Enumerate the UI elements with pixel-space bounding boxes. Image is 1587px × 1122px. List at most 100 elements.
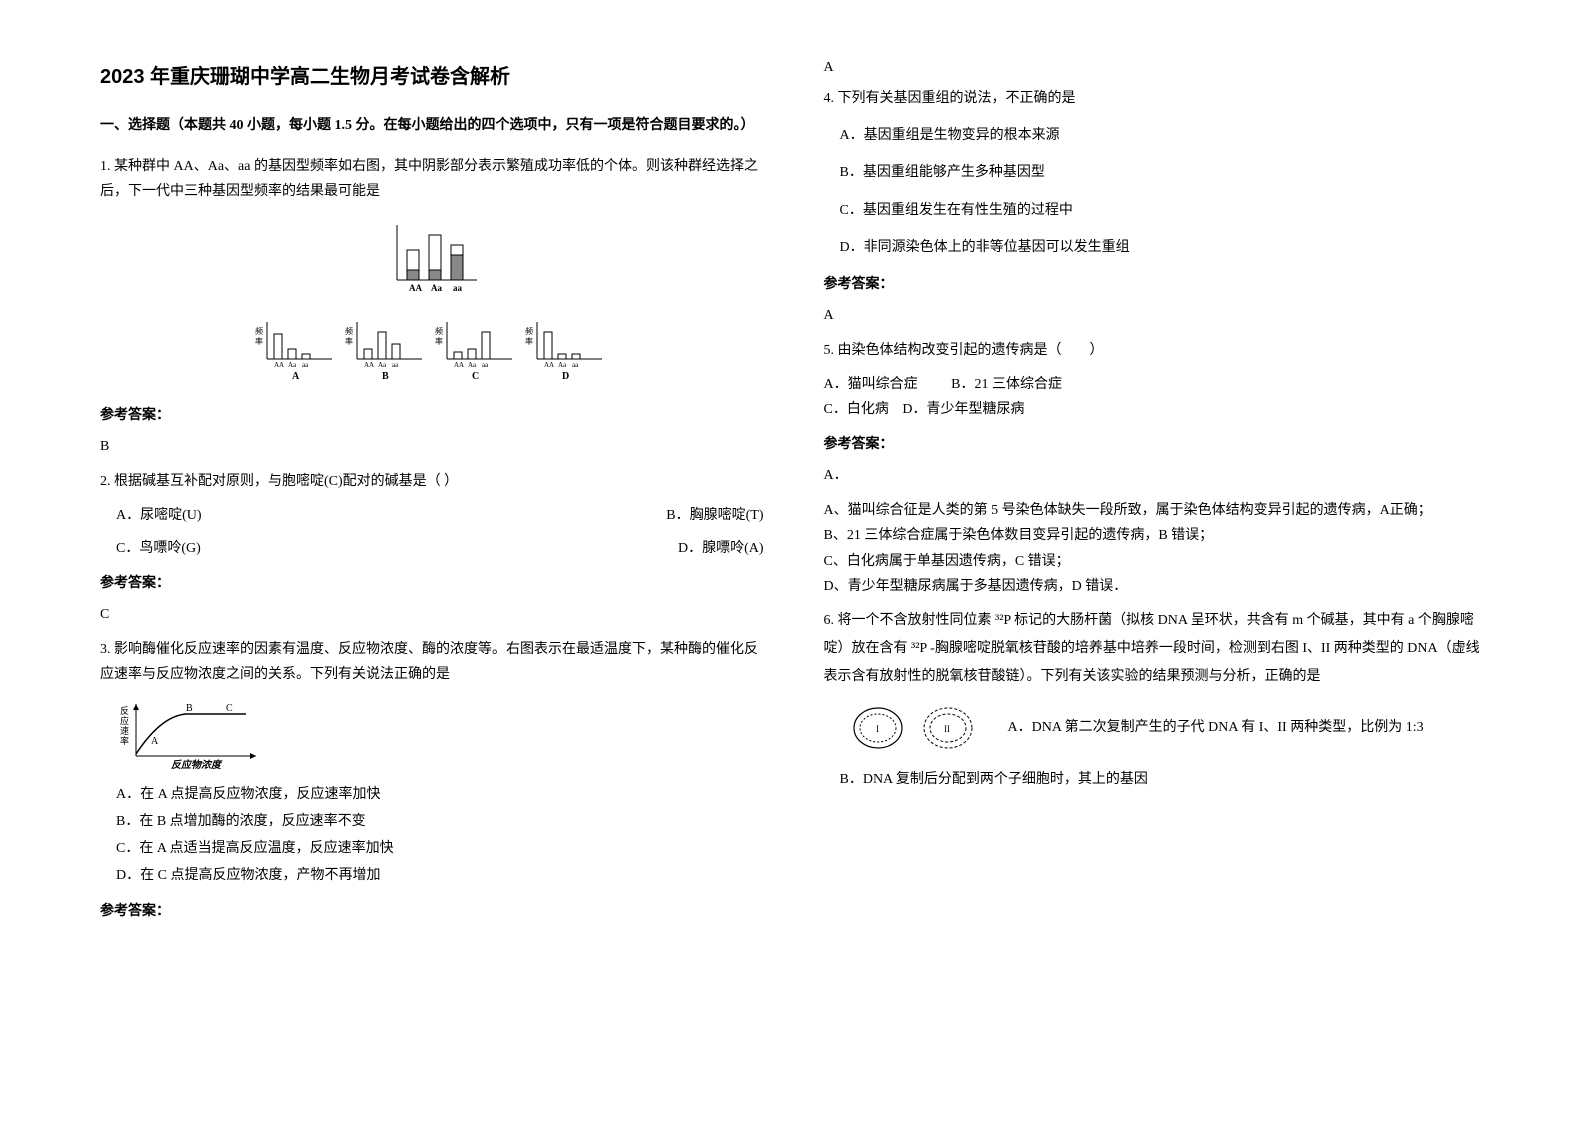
question-1: 1. 某种群中 AA、Aa、aa 的基因型频率如右图，其中阴影部分表示繁殖成功率… [100,154,764,459]
svg-text:反: 反 [120,706,129,716]
q2-opt-d: D．腺嘌呤(A) [678,536,764,561]
svg-text:B: B [186,703,193,714]
q3-opt-c: C．在 A 点适当提高反应温度，反应速率加快 [100,836,764,861]
svg-text:aa: aa [302,361,309,369]
svg-text:AA: AA [409,283,422,293]
svg-text:率: 率 [120,735,129,746]
q4-opt-c: C．基因重组发生在有性生殖的过程中 [840,198,1488,223]
q3-curve: A B C 反 应 速 率 反应物浓度 [116,696,266,771]
q1-answer-label: 参考答案： [100,403,764,428]
q5-answer-label: 参考答案： [824,432,1488,457]
q5-explain-c: C、白化病属于单基因遗传病，C 错误； [824,549,1488,574]
svg-text:AA: AA [544,361,554,369]
q1-text: 1. 某种群中 AA、Aa、aa 的基因型频率如右图，其中阴影部分表示繁殖成功率… [100,154,764,204]
svg-text:aa: aa [392,361,399,369]
q6-dna-figure: I II [848,701,998,756]
q5-explain-b: B、21 三体综合症属于染色体数目变异引起的遗传病，B 错误； [824,523,1488,548]
q1-answer: B [100,434,764,459]
q4-opt-a: A．基因重组是生物变异的根本来源 [840,123,1488,148]
q4-options: A．基因重组是生物变异的根本来源 B．基因重组能够产生多种基因型 C．基因重组发… [824,123,1488,260]
q5-explain-a: A、猫叫综合征是人类的第 5 号染色体缺失一段所致，属于染色体结构变异引起的遗传… [824,498,1488,523]
svg-text:频: 频 [525,326,533,336]
question-6: 6. 将一个不含放射性同位素 ³²P 标记的大肠杆菌（拟核 DNA 呈环状，共含… [824,607,1488,794]
svg-text:II: II [944,724,950,734]
svg-text:速: 速 [120,726,129,736]
q6-figure-row: I II A．DNA 第二次复制产生的子代 DNA 有 I、II 两种类型，比例… [848,701,1488,756]
svg-text:AA: AA [364,361,374,369]
q5-opt-c: C．白化病 [824,402,889,417]
q3-answer-label: 参考答案： [100,899,764,924]
q1-figure: AA Aa aa [100,215,764,304]
q2-opt-b: B．胸腺嘧啶(T) [666,503,763,528]
question-3: 3. 影响酶催化反应速率的因素有温度、反应物浓度、酶的浓度等。右图表示在最适温度… [100,637,764,924]
question-2: 2. 根据碱基互补配对原则，与胞嘧啶(C)配对的碱基是（ ） A．尿嘧啶(U) … [100,469,764,627]
q4-opt-b: B．基因重组能够产生多种基因型 [840,160,1488,185]
q4-text: 4. 下列有关基因重组的说法，不正确的是 [824,86,1488,111]
q6-opt-b: B．DNA 复制后分配到两个子细胞时，其上的基因 [824,766,1488,794]
q5-opt-a: A．猫叫综合症 [824,377,918,392]
section-header: 一、选择题（本题共 40 小题，每小题 1.5 分。在每小题给出的四个选项中，只… [100,113,764,138]
q3-figure: A B C 反 应 速 率 反应物浓度 [116,696,764,780]
svg-text:B: B [382,371,389,382]
svg-text:率: 率 [345,336,353,346]
q1-top-chart: AA Aa aa [377,215,487,295]
left-column: 2023 年重庆珊瑚中学高二生物月考试卷含解析 一、选择题（本题共 40 小题，… [100,60,764,932]
q4-answer: A [824,303,1488,328]
svg-text:Aa: Aa [468,361,477,369]
q5-opt-d: D．青少年型糖尿病 [902,402,1024,417]
svg-text:D: D [562,371,569,382]
question-4: 4. 下列有关基因重组的说法，不正确的是 A．基因重组是生物变异的根本来源 B．… [824,86,1488,328]
q1-options-figure: 频 率 AA Aa aa A 频 率 [100,314,764,393]
q3-options: A．在 A 点提高反应物浓度，反应速率加快 B．在 B 点增加酶的浓度，反应速率… [100,782,764,889]
svg-text:Aa: Aa [431,283,442,293]
q5-text: 5. 由染色体结构改变引起的遗传病是（ ） [824,338,1488,363]
exam-title: 2023 年重庆珊瑚中学高二生物月考试卷含解析 [100,60,764,89]
q3-text: 3. 影响酶催化反应速率的因素有温度、反应物浓度、酶的浓度等。右图表示在最适温度… [100,637,764,687]
svg-text:AA: AA [274,361,284,369]
svg-text:率: 率 [435,336,443,346]
q3-opt-a: A．在 A 点提高反应物浓度，反应速率加快 [100,782,764,807]
q5-opt-b: B．21 三体综合症 [951,377,1062,392]
page-root: 2023 年重庆珊瑚中学高二生物月考试卷含解析 一、选择题（本题共 40 小题，… [0,0,1587,972]
q5-answer: A． [824,463,1488,488]
svg-text:I: I [876,724,879,734]
q3-answer: A [824,60,1488,76]
q5-row2: C．白化病 D．青少年型糖尿病 [824,397,1488,422]
svg-text:A: A [292,371,300,382]
q2-row2: C．鸟嘌呤(G) D．腺嘌呤(A) [100,536,764,561]
q5-row1: A．猫叫综合症 B．21 三体综合症 [824,372,1488,397]
q3-opt-b: B．在 B 点增加酶的浓度，反应速率不变 [100,809,764,834]
q2-text: 2. 根据碱基互补配对原则，与胞嘧啶(C)配对的碱基是（ ） [100,469,764,494]
svg-text:应: 应 [120,715,129,726]
svg-text:AA: AA [454,361,464,369]
svg-text:反应物浓度: 反应物浓度 [171,759,223,771]
q4-answer-label: 参考答案： [824,272,1488,297]
svg-text:Aa: Aa [378,361,387,369]
svg-text:频: 频 [255,326,263,336]
svg-text:aa: aa [572,361,579,369]
svg-text:aa: aa [453,283,463,293]
q6-text: 6. 将一个不含放射性同位素 ³²P 标记的大肠杆菌（拟核 DNA 呈环状，共含… [824,607,1488,691]
svg-text:C: C [472,371,479,382]
svg-text:C: C [226,703,233,714]
q3-opt-d: D．在 C 点提高反应物浓度，产物不再增加 [100,863,764,888]
svg-text:率: 率 [525,336,533,346]
q4-opt-d: D．非同源染色体上的非等位基因可以发生重组 [840,235,1488,260]
q2-opt-c: C．鸟嘌呤(G) [116,536,201,561]
svg-text:频: 频 [345,326,353,336]
question-5: 5. 由染色体结构改变引起的遗传病是（ ） A．猫叫综合症 B．21 三体综合症… [824,338,1488,599]
right-column: A 4. 下列有关基因重组的说法，不正确的是 A．基因重组是生物变异的根本来源 … [824,60,1488,932]
q1-bottom-charts: 频 率 AA Aa aa A 频 率 [252,314,612,384]
q2-answer: C [100,602,764,627]
svg-text:aa: aa [482,361,489,369]
q2-answer-label: 参考答案： [100,571,764,596]
svg-text:A: A [151,736,159,747]
svg-text:Aa: Aa [288,361,297,369]
svg-text:Aa: Aa [558,361,567,369]
q2-row1: A．尿嘧啶(U) B．胸腺嘧啶(T) [100,503,764,528]
q2-opt-a: A．尿嘧啶(U) [116,503,202,528]
q5-explain-d: D、青少年型糖尿病属于多基因遗传病，D 错误． [824,574,1488,599]
svg-text:频: 频 [435,326,443,336]
q6-opt-a: A．DNA 第二次复制产生的子代 DNA 有 I、II 两种类型，比例为 1:3 [1008,713,1424,744]
svg-text:率: 率 [255,336,263,346]
